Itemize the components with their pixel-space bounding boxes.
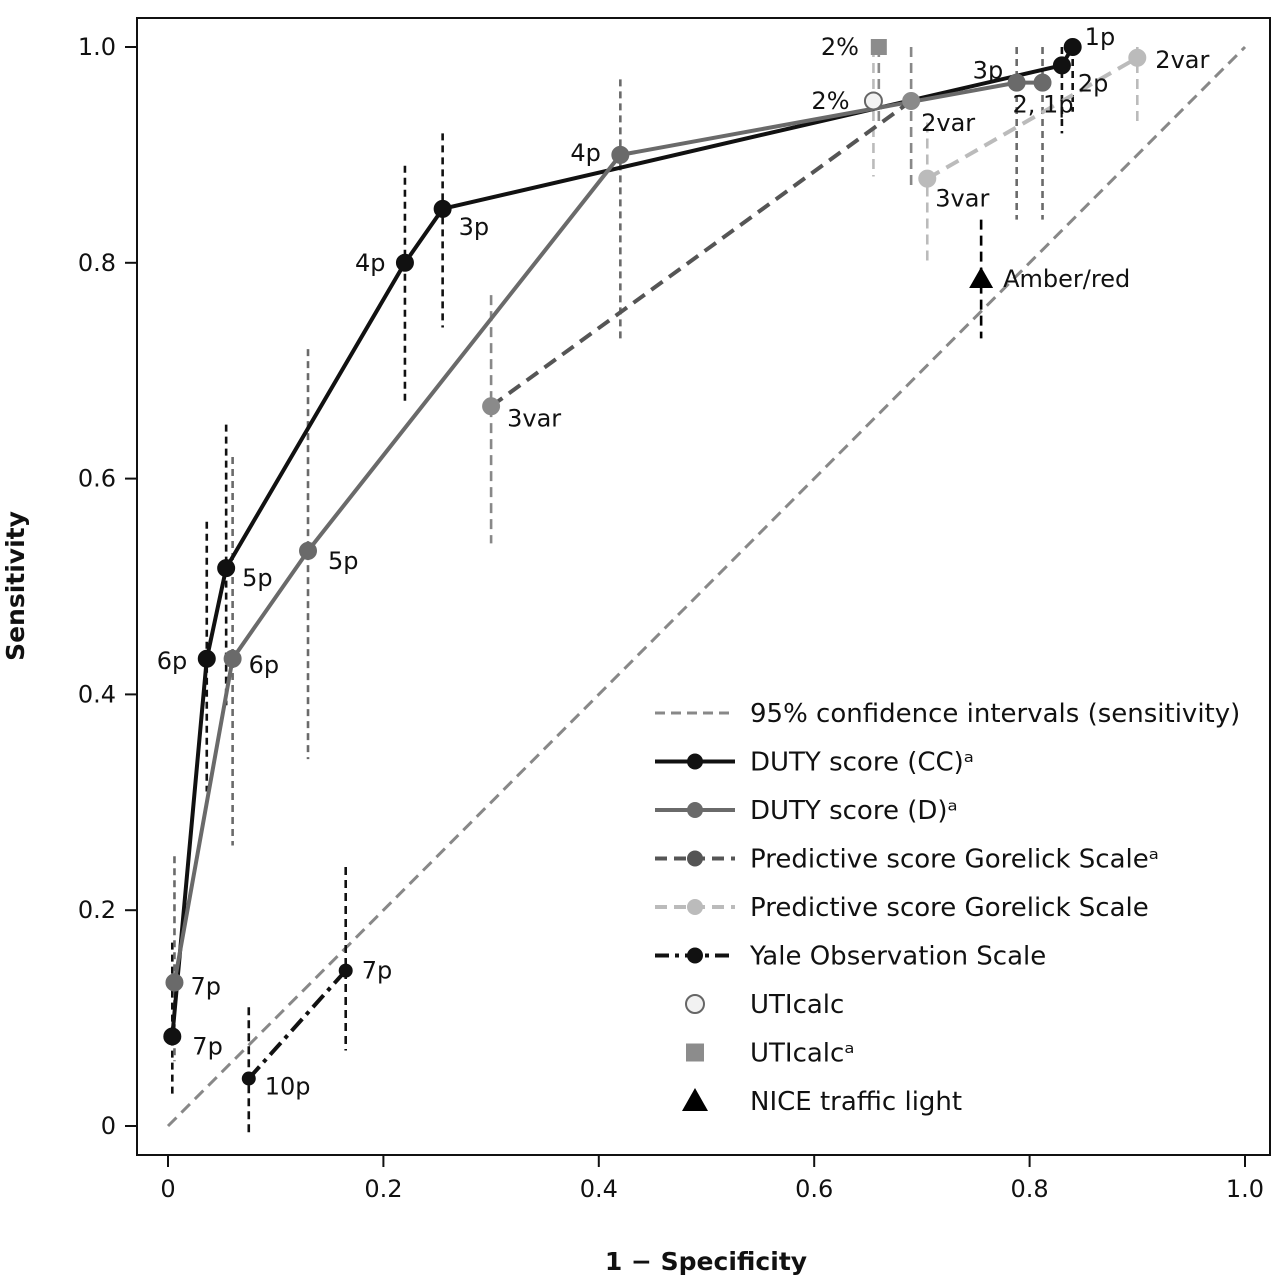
- y-tick-label: 0.2: [78, 896, 116, 924]
- point-label: 2%: [821, 33, 859, 61]
- point-label: 6p: [249, 651, 280, 679]
- legend-marker: [687, 850, 703, 867]
- legend-marker: [682, 1088, 708, 1111]
- y-axis: 0 0.2 0.4 0.6 0.8 1.0: [78, 33, 137, 1140]
- data-point: [163, 1027, 182, 1046]
- point-label: 7p: [192, 1032, 223, 1060]
- data-point: [223, 649, 242, 668]
- legend-marker: [687, 753, 703, 770]
- point-label: 2p: [1078, 69, 1109, 97]
- point-label: 3var: [507, 404, 561, 432]
- x-tick-label: 0.2: [364, 1175, 402, 1203]
- legend-marker: [687, 802, 703, 818]
- data-points: [163, 38, 1147, 1086]
- point-label: 6p: [157, 647, 188, 675]
- point-label: 3p: [973, 57, 1004, 85]
- data-point: [217, 559, 236, 578]
- y-tick-label: 1.0: [78, 33, 116, 61]
- data-point: [433, 199, 452, 218]
- data-point: [395, 253, 414, 272]
- point-label: 2var: [921, 109, 975, 137]
- point-label: 5p: [242, 564, 273, 592]
- y-tick-label: 0.6: [78, 465, 116, 493]
- point-label: 3var: [935, 185, 989, 213]
- point-labels: 7p 6p 5p 4p 3p 2p 1p 7p 6p 5p 4p 3p 2, 1p 3var 2var 3va…: [157, 23, 1210, 1101]
- legend-label: 95% confidence intervals (sensitivity): [750, 699, 1240, 729]
- point-label: 5p: [328, 547, 359, 575]
- data-point: [197, 649, 216, 668]
- data-point: [1052, 56, 1071, 75]
- point-label: 1p: [1085, 23, 1116, 51]
- uticalc-point: [863, 91, 883, 111]
- series-line: [926, 56, 1139, 181]
- x-tick-label: 0.8: [1011, 1175, 1049, 1203]
- data-point: [241, 1071, 256, 1086]
- data-point: [1033, 73, 1052, 92]
- legend-label: Yale Observation Scale: [749, 942, 1046, 972]
- legend-marker: [685, 994, 705, 1014]
- series-line: [247, 969, 348, 1080]
- legend-label: UTIcalcᵃ: [750, 1039, 855, 1069]
- data-point: [299, 541, 318, 560]
- x-tick-label: 0: [160, 1175, 175, 1203]
- legend-marker: [687, 899, 703, 915]
- series-lines: [170, 45, 1139, 1080]
- point-label: 4p: [570, 139, 601, 167]
- legend-label: DUTY score (CC)ᵃ: [750, 748, 974, 778]
- data-point: [902, 91, 921, 110]
- point-label: 2var: [1155, 46, 1209, 74]
- point-label: 4p: [355, 249, 386, 277]
- point-label: 2%: [811, 87, 849, 115]
- legend-label: Predictive score Gorelick Scale: [750, 893, 1149, 923]
- x-tick-label: 1.0: [1226, 1175, 1264, 1203]
- legend-label: NICE traffic light: [750, 1087, 962, 1117]
- point-label: 10p: [265, 1073, 311, 1101]
- confidence-intervals: [171, 47, 1139, 1137]
- y-tick-label: 0.4: [78, 680, 116, 708]
- x-axis-title: 1 − Specificity: [605, 1247, 807, 1276]
- uticalc-a-point: [870, 39, 887, 55]
- legend-marker: [686, 1043, 704, 1062]
- data-point: [165, 973, 184, 992]
- data-point: [1063, 38, 1082, 56]
- nice-traffic-light-point: [969, 266, 994, 288]
- point-label: 3p: [459, 213, 490, 241]
- x-tick-label: 0.4: [580, 1175, 618, 1203]
- data-point: [482, 397, 501, 416]
- legend-label: UTIcalc: [750, 990, 844, 1020]
- data-point: [1007, 73, 1026, 92]
- y-axis-title: Sensitivity: [1, 511, 30, 661]
- legend: 95% confidence intervals (sensitivity) DU…: [655, 699, 1240, 1117]
- reference-line: [166, 45, 1247, 1128]
- x-tick-label: 0.6: [795, 1175, 833, 1203]
- data-point: [338, 963, 353, 978]
- point-label: 7p: [190, 972, 221, 1000]
- point-label: 2, 1p: [1013, 91, 1074, 119]
- legend-marker: [687, 947, 703, 964]
- series-line: [489, 99, 913, 408]
- data-point: [918, 169, 937, 188]
- data-point: [1128, 48, 1147, 67]
- plot-frame: [136, 17, 1271, 1156]
- y-tick-label: 0: [101, 1112, 116, 1140]
- x-axis: 0 0.2 0.4 0.6 0.8 1.0: [160, 1155, 1264, 1203]
- legend-label: Predictive score Gorelick Scaleᵃ: [750, 845, 1159, 875]
- legend-label: DUTY score (D)ᵃ: [750, 796, 958, 826]
- point-label: Amber/red: [1003, 265, 1130, 293]
- y-tick-label: 0.8: [78, 249, 116, 277]
- point-label: 7p: [362, 957, 393, 985]
- data-point: [611, 145, 630, 164]
- reference-diagonal: [166, 45, 1247, 1128]
